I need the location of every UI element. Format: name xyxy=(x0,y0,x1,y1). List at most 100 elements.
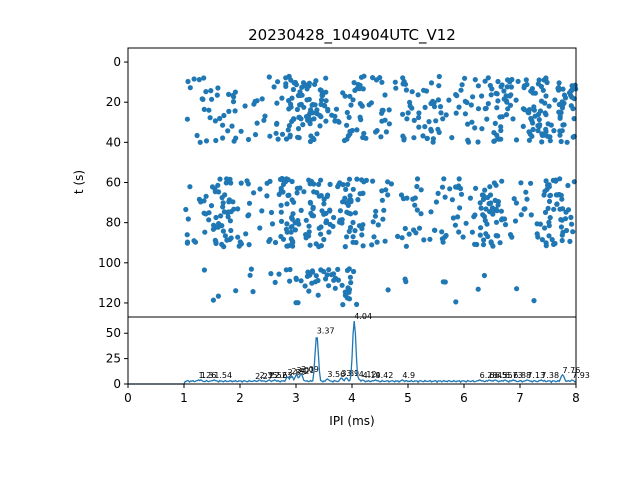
scatter-point xyxy=(472,125,478,131)
peak-label: 6.55 xyxy=(495,371,513,380)
scatter-point xyxy=(544,186,550,192)
scatter-point xyxy=(359,232,365,238)
scatter-point xyxy=(459,82,465,88)
scatter-point xyxy=(433,199,439,205)
scatter-point xyxy=(306,229,312,235)
scatter-point xyxy=(560,206,566,212)
scatter-point xyxy=(381,207,387,213)
scatter-point xyxy=(440,116,446,122)
peak-label: 4.19 xyxy=(363,371,381,380)
scatter-point xyxy=(551,128,557,134)
scatter-point xyxy=(491,138,497,144)
scatter-point xyxy=(487,184,493,190)
scatter-point xyxy=(484,116,490,122)
scatter-point xyxy=(404,116,410,122)
scatter-point xyxy=(552,240,558,247)
scatter-point xyxy=(501,216,508,222)
scatter-point xyxy=(344,122,350,128)
scatter-point xyxy=(536,117,542,123)
scatter-point xyxy=(278,209,284,215)
scatter-point xyxy=(330,271,337,277)
scatter-point xyxy=(293,276,299,282)
scatter-point xyxy=(210,297,216,303)
scatter-point xyxy=(370,219,376,225)
scatter-point xyxy=(559,196,565,202)
scatter-point xyxy=(542,225,548,231)
scatter-point xyxy=(295,217,301,224)
scatter-point xyxy=(187,184,193,190)
scatter-point xyxy=(494,91,500,97)
scatter-point xyxy=(481,272,487,279)
scatter-point xyxy=(343,200,349,206)
scatter-point xyxy=(499,114,505,120)
scatter-point xyxy=(378,134,384,140)
scatter-point xyxy=(285,177,291,183)
scatter-point xyxy=(315,292,321,298)
peak-label: 7.38 xyxy=(541,371,559,380)
scatter-point xyxy=(480,196,487,202)
scatter-point xyxy=(490,209,496,215)
scatter-point xyxy=(502,222,509,228)
scatter-point xyxy=(564,139,570,145)
scatter-point xyxy=(503,93,509,99)
scatter-point xyxy=(403,279,409,285)
scatter-point xyxy=(333,106,340,112)
scatter-point xyxy=(310,206,316,212)
scatter-point xyxy=(227,218,233,224)
scatter-point xyxy=(254,120,260,126)
peak-label: 2.92 xyxy=(292,367,310,376)
scatter-point xyxy=(348,211,354,217)
scatter-point xyxy=(509,76,515,83)
y-tick-label: 100 xyxy=(98,256,121,270)
scatter-point xyxy=(498,124,504,130)
scatter-point xyxy=(220,204,226,210)
scatter-point xyxy=(246,242,252,248)
scatter-point xyxy=(361,73,367,79)
scatter-point xyxy=(399,235,405,241)
x-axis-label: IPI (ms) xyxy=(329,414,374,428)
x-tick-label: 7 xyxy=(516,391,524,405)
scatter-point xyxy=(213,214,219,221)
scatter-point xyxy=(347,274,353,280)
scatter-point xyxy=(214,92,220,98)
scatter-point xyxy=(514,286,520,292)
scatter-point xyxy=(569,221,575,227)
scatter-point xyxy=(308,133,314,139)
scatter-point xyxy=(286,192,292,198)
x-tick-label: 8 xyxy=(572,391,580,405)
scatter-point xyxy=(323,98,329,104)
scatter-point xyxy=(191,238,197,244)
scatter-point xyxy=(416,114,422,121)
scatter-point xyxy=(433,118,439,124)
scatter-point xyxy=(483,105,489,111)
scatter-point xyxy=(257,186,263,192)
scatter-point xyxy=(505,77,511,83)
scatter-point xyxy=(272,279,278,285)
scatter-point xyxy=(465,121,471,127)
scatter-point xyxy=(284,201,290,207)
scatter-point xyxy=(480,242,487,248)
scatter-point xyxy=(332,285,338,291)
scatter-point xyxy=(285,127,291,133)
scatter-point xyxy=(550,177,556,183)
scatter-point xyxy=(556,80,562,86)
peak-label: 2.85 xyxy=(288,368,306,377)
scatter-point xyxy=(289,216,295,222)
scatter-point xyxy=(499,178,505,184)
scatter-point xyxy=(520,123,526,129)
scatter-point xyxy=(209,184,216,190)
scatter-point xyxy=(261,117,267,123)
scatter-point xyxy=(386,121,392,127)
peak-label: 3.56 xyxy=(327,370,345,379)
scatter-point xyxy=(422,124,428,130)
scatter-point xyxy=(431,104,438,110)
scatter-point xyxy=(324,272,330,278)
scatter-point xyxy=(339,217,345,223)
scatter-point xyxy=(290,211,296,217)
peak-label: 6.45 xyxy=(489,371,507,380)
scatter-point xyxy=(316,225,322,231)
scatter-point xyxy=(456,176,462,182)
scatter-point xyxy=(245,136,252,143)
scatter-point xyxy=(285,243,291,249)
